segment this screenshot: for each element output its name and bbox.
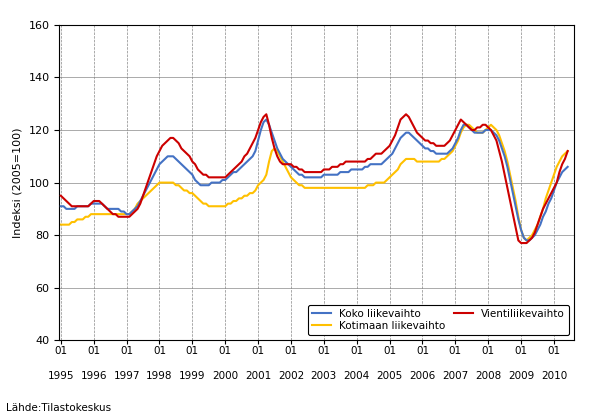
Vientiliikevaihto: [353, 159, 361, 164]
Text: 2010: 2010: [541, 371, 567, 381]
Koko liikevaihto: [529, 235, 536, 240]
Vientiliikevaihto: [375, 151, 382, 156]
Vientiliikevaihto: [446, 138, 453, 143]
Text: 1996: 1996: [81, 371, 107, 381]
Text: Lähde:Tilastokeskus: Lähde:Tilastokeskus: [6, 403, 111, 413]
Line: Kotimaan liikevaihto: Kotimaan liikevaihto: [61, 125, 568, 240]
Text: 2005: 2005: [377, 371, 403, 381]
Text: 2008: 2008: [475, 371, 501, 381]
Text: 1998: 1998: [146, 371, 173, 381]
Text: 1995: 1995: [47, 371, 74, 381]
Koko liikevaihto: [353, 167, 361, 172]
Koko liikevaihto: [564, 164, 571, 169]
Vientiliikevaihto: [517, 241, 525, 246]
Vientiliikevaihto: [134, 206, 141, 211]
Vientiliikevaihto: [301, 170, 308, 175]
Koko liikevaihto: [446, 149, 453, 154]
Kotimaan liikevaihto: [443, 154, 451, 159]
Vientiliikevaihto: [57, 193, 65, 198]
Line: Vientiliikevaihto: Vientiliikevaihto: [61, 114, 568, 243]
Koko liikevaihto: [523, 238, 530, 243]
Text: 2006: 2006: [409, 371, 436, 381]
Koko liikevaihto: [375, 162, 382, 167]
Koko liikevaihto: [134, 204, 141, 209]
Kotimaan liikevaihto: [298, 183, 305, 188]
Text: 2009: 2009: [508, 371, 534, 381]
Kotimaan liikevaihto: [463, 122, 470, 127]
Text: 1997: 1997: [113, 371, 140, 381]
Kotimaan liikevaihto: [372, 180, 379, 185]
Text: 1999: 1999: [179, 371, 205, 381]
Text: 2002: 2002: [278, 371, 304, 381]
Text: 2007: 2007: [442, 371, 468, 381]
Vientiliikevaihto: [263, 112, 270, 117]
Kotimaan liikevaihto: [523, 238, 530, 243]
Kotimaan liikevaihto: [564, 149, 571, 154]
Kotimaan liikevaihto: [134, 201, 141, 206]
Vientiliikevaihto: [564, 149, 571, 154]
Koko liikevaihto: [263, 117, 270, 122]
Kotimaan liikevaihto: [350, 186, 358, 190]
Text: 2000: 2000: [212, 371, 239, 381]
Kotimaan liikevaihto: [529, 233, 536, 238]
Line: Koko liikevaihto: Koko liikevaihto: [61, 120, 568, 240]
Koko liikevaihto: [57, 204, 65, 209]
Y-axis label: Indeksi (2005=100): Indeksi (2005=100): [13, 127, 23, 238]
Text: 2001: 2001: [245, 371, 271, 381]
Vientiliikevaihto: [529, 235, 536, 240]
Kotimaan liikevaihto: [57, 222, 65, 227]
Text: 2003: 2003: [311, 371, 337, 381]
Koko liikevaihto: [301, 175, 308, 180]
Legend: Koko liikevaihto, Kotimaan liikevaihto, Vientiliikevaihto: Koko liikevaihto, Kotimaan liikevaihto, …: [308, 305, 569, 335]
Text: 2004: 2004: [343, 371, 370, 381]
